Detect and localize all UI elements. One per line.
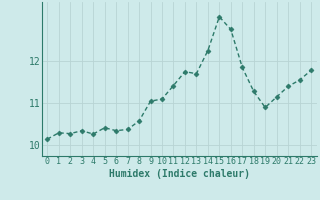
X-axis label: Humidex (Indice chaleur): Humidex (Indice chaleur) [109, 169, 250, 179]
